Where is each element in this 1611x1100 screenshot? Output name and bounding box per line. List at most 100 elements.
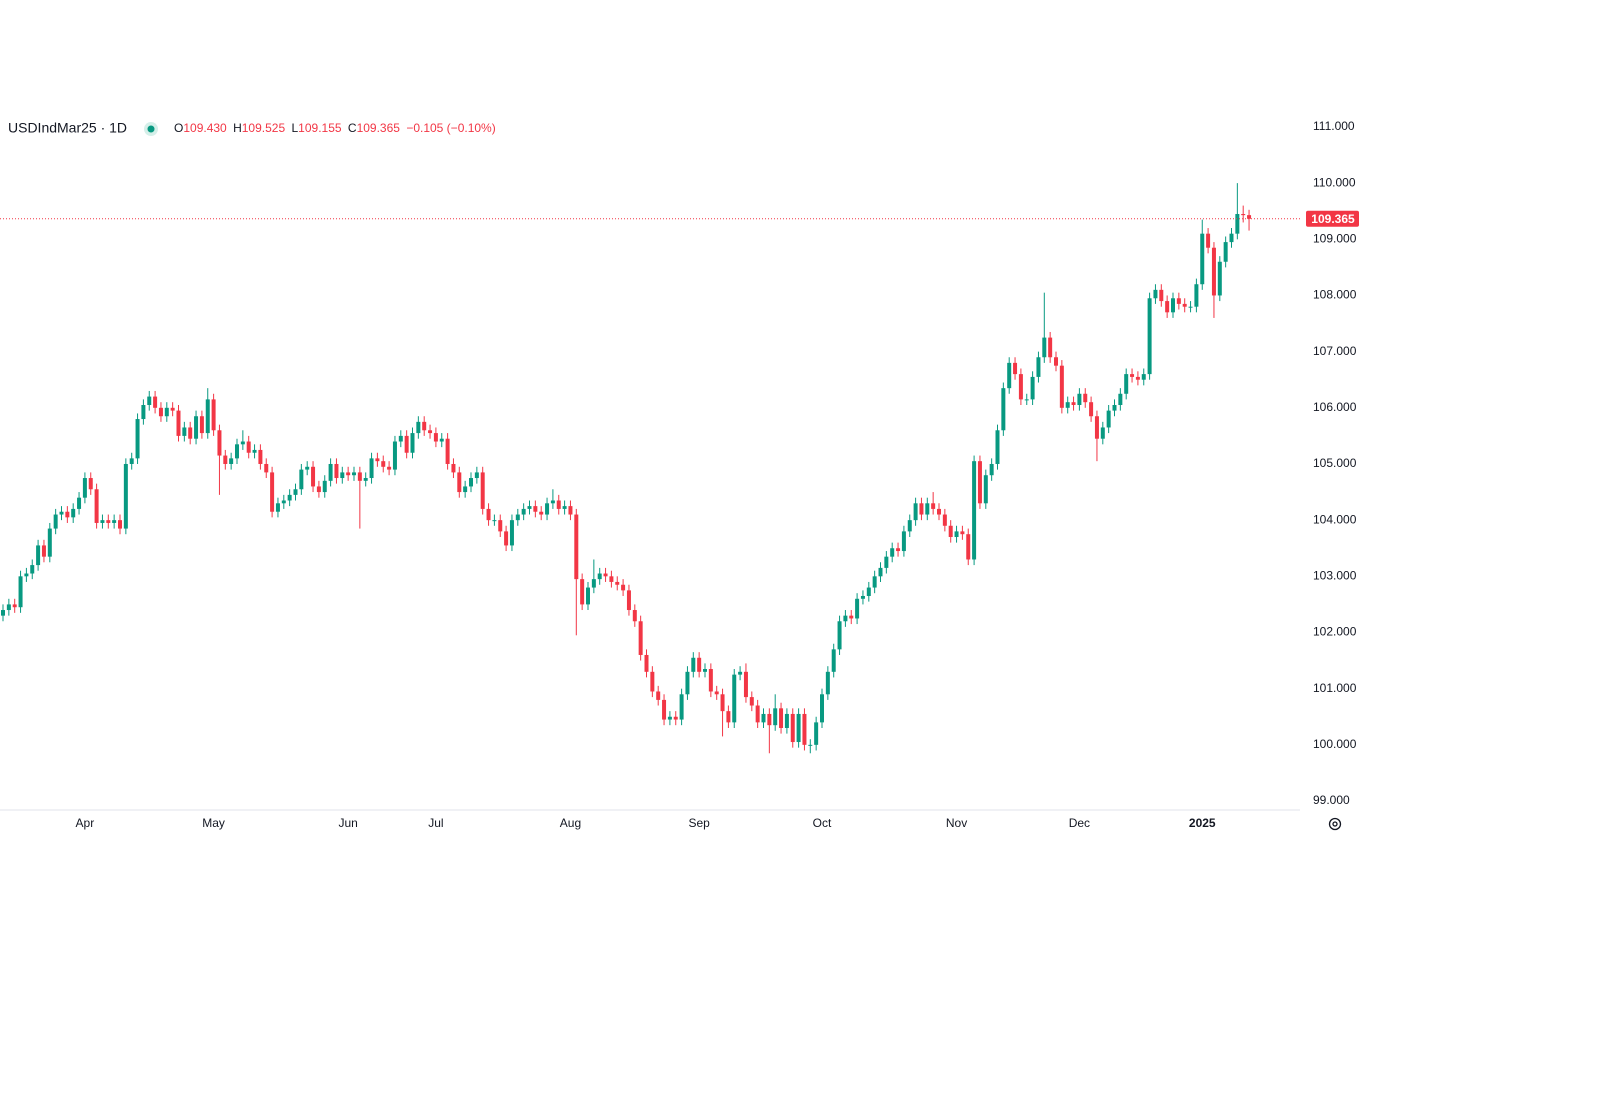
candle-body: [82, 478, 87, 498]
candle-body: [937, 508, 941, 515]
candle-body: [357, 472, 362, 481]
candle-body: [942, 514, 947, 526]
candle-body: [392, 441, 397, 470]
candle-body: [340, 472, 345, 479]
x-tick-label: Oct: [813, 816, 832, 830]
candle-body: [258, 449, 263, 464]
candle-body: [381, 461, 386, 467]
candle-body: [580, 579, 585, 605]
candle-body: [1165, 301, 1170, 313]
candle-body: [691, 657, 696, 672]
candle-body: [825, 671, 830, 695]
x-tick-label: May: [202, 816, 225, 830]
candle-body: [866, 587, 871, 596]
candle-body: [375, 458, 380, 462]
candle-body: [977, 461, 982, 504]
candle-body: [855, 598, 860, 619]
x-tick-label: Sep: [688, 816, 710, 830]
candle-body: [129, 458, 134, 464]
y-tick-label: 99.000: [1313, 793, 1350, 807]
candle-body: [194, 416, 199, 439]
candle-body: [24, 573, 29, 577]
candle-body: [738, 671, 743, 675]
high-value: 109.525: [242, 121, 286, 135]
candle-body: [311, 466, 316, 487]
candle-body: [732, 674, 737, 723]
candle-body: [6, 604, 11, 611]
candle-body: [118, 520, 122, 529]
candle-body: [989, 463, 994, 476]
candle-body: [1007, 362, 1012, 389]
candle-body: [1159, 289, 1164, 302]
x-tick-label: Aug: [560, 816, 581, 830]
x-tick-label: Nov: [946, 816, 967, 830]
candle-body: [814, 722, 819, 745]
candle-body: [1036, 357, 1041, 377]
candle-body: [1065, 402, 1070, 408]
candle-body: [153, 396, 158, 408]
candle-body: [123, 463, 128, 529]
candle-body: [539, 511, 544, 515]
settings-gear-outer[interactable]: [1328, 817, 1342, 831]
candle-body: [509, 520, 514, 546]
y-tick-label: 102.000: [1313, 625, 1357, 639]
candle-body: [913, 503, 918, 521]
candle-body: [240, 441, 245, 445]
candle-body: [47, 528, 52, 557]
x-tick-label: 2025: [1189, 816, 1216, 830]
candle-body: [1135, 376, 1140, 380]
settings-icon[interactable]: [1328, 817, 1342, 831]
candle-body: [966, 534, 971, 560]
candle-body: [632, 610, 637, 622]
candle-body: [1188, 306, 1193, 308]
candle-body: [1094, 416, 1099, 439]
candle-body: [1048, 337, 1053, 358]
candle-body: [521, 508, 526, 515]
candle-body: [837, 621, 842, 650]
candle-body: [480, 472, 485, 509]
open-value: 109.430: [183, 121, 227, 135]
candle-body: [708, 669, 713, 692]
candle-body: [820, 694, 824, 723]
candle-body: [591, 579, 596, 588]
candle-body: [451, 463, 456, 473]
candle-body: [135, 419, 140, 459]
candle-body: [1194, 284, 1199, 307]
candle-body: [609, 576, 614, 582]
candle-body: [328, 463, 333, 481]
candle-body: [954, 531, 959, 538]
candle-body: [428, 430, 433, 434]
candle-body: [615, 581, 620, 585]
candle-body: [1112, 405, 1117, 411]
candle-body: [726, 711, 731, 723]
candle-body: [1182, 303, 1187, 307]
symbol-title[interactable]: USDIndMar25 · 1D: [8, 120, 127, 136]
candle-body: [334, 463, 339, 479]
candle-body: [931, 503, 936, 509]
candle-body: [486, 508, 491, 521]
candle-body: [890, 548, 895, 557]
candle-body: [802, 713, 807, 745]
low-letter: L: [291, 121, 298, 135]
candle-body: [650, 671, 655, 692]
candle-body: [1118, 393, 1123, 405]
candle-body: [907, 520, 912, 532]
candle-body: [199, 416, 204, 434]
settings-gear-inner[interactable]: [1332, 821, 1338, 827]
candle-body: [1100, 427, 1105, 439]
candle-body: [878, 567, 883, 577]
candle-body: [1, 610, 5, 616]
candle-body: [223, 455, 228, 464]
y-tick-label: 108.000: [1313, 288, 1357, 302]
candle-body: [545, 503, 550, 515]
candle-body: [363, 478, 368, 481]
candle-body: [252, 449, 257, 453]
candle-body: [1106, 410, 1111, 428]
candle-body: [164, 407, 169, 417]
candle-body: [474, 472, 479, 479]
candle-body: [1171, 298, 1175, 313]
candle-body: [1059, 365, 1064, 408]
candle-body: [667, 716, 672, 720]
